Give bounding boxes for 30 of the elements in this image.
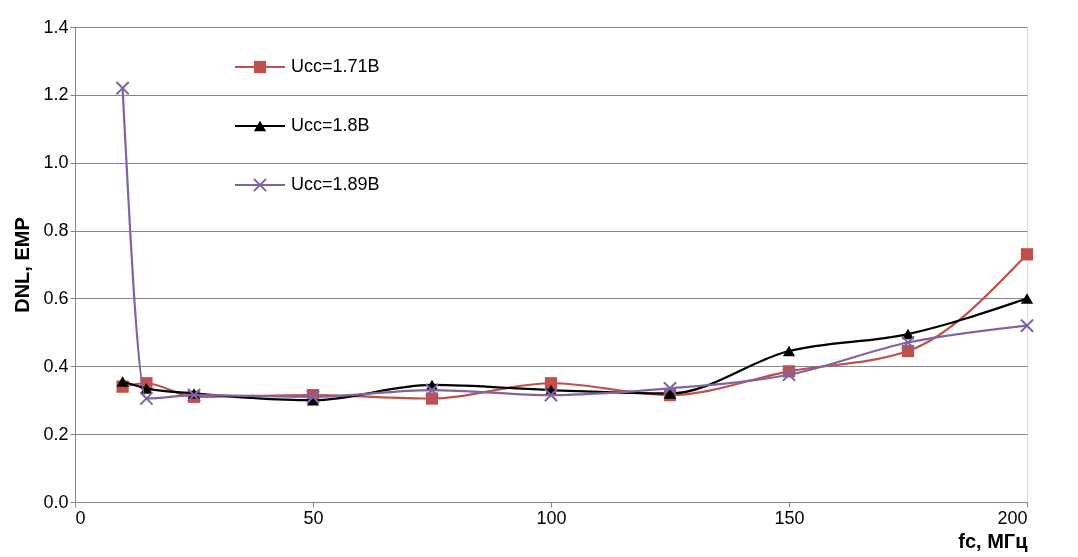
y-tick-label: 0.6 (43, 287, 69, 308)
y-tick-label: 1.0 (43, 152, 69, 173)
y-tick-label: 0.4 (43, 355, 69, 376)
point (781, 367, 797, 382)
point (1020, 293, 1034, 304)
point (116, 376, 129, 387)
x-tick-label: 200 (997, 507, 1028, 528)
point (115, 80, 130, 96)
y-axis-title: DNL, ЕМР (11, 217, 34, 313)
legend-label: Ucc=1.8B (291, 115, 370, 135)
y-tick-label: 0.2 (43, 423, 69, 444)
legend-label: Ucc=1.71B (291, 56, 380, 76)
x-tick-label: 100 (536, 507, 567, 528)
y-tick-label: 1.2 (43, 84, 69, 105)
y-tick-label: 0.0 (43, 491, 69, 512)
x-axis-title: fc, МГц (958, 529, 1029, 552)
point (782, 345, 796, 357)
point (424, 382, 440, 398)
x-tick-label: 150 (774, 507, 805, 528)
y-tick-label: 0.8 (43, 220, 69, 241)
x-tick-label: 0 (75, 507, 86, 528)
point (662, 381, 678, 396)
legend-label: Ucc=1.89B (291, 174, 380, 194)
point (543, 388, 559, 403)
point (900, 335, 916, 350)
point (139, 391, 154, 406)
point (1020, 248, 1034, 261)
point (1019, 318, 1035, 333)
y-tick-label: 1.4 (43, 16, 69, 37)
x-tick-label: 50 (303, 507, 324, 528)
